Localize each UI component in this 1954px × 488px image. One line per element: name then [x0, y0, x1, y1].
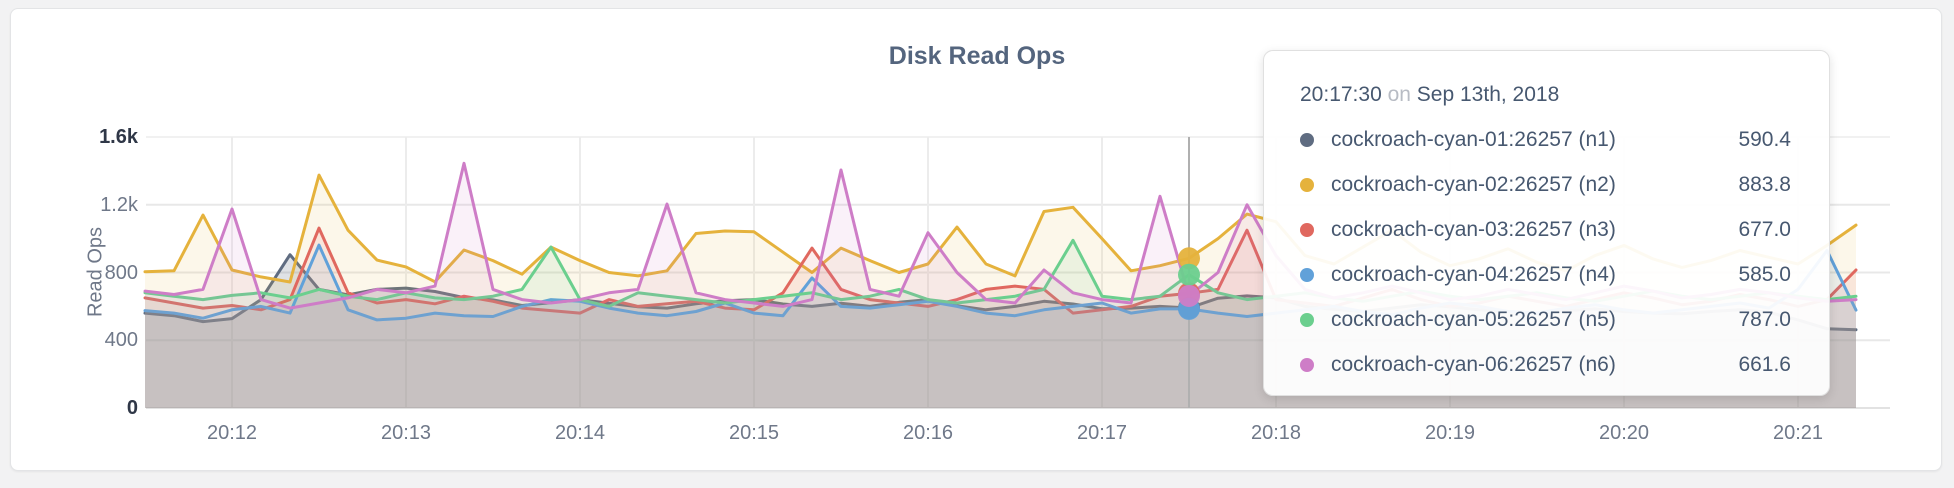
tooltip-series-row: cockroach-cyan-02:26257 (n2) 883.8 [1300, 162, 1791, 207]
series-dot-icon [1300, 357, 1314, 372]
x-tick-label: 20:19 [1424, 422, 1476, 444]
y-tick-label: 400 [104, 329, 138, 352]
hover-dot-n5 [1178, 263, 1200, 286]
tooltip-series-name: cockroach-cyan-05:26257 (n5) [1331, 307, 1616, 331]
series-dot-icon [1300, 132, 1314, 147]
x-tick-label: 20:15 [728, 422, 780, 444]
tooltip-time: 20:17:30 [1300, 83, 1382, 106]
series-dot-icon [1300, 312, 1314, 327]
x-tick-label: 20:18 [1250, 422, 1302, 444]
series-dot-icon [1300, 267, 1314, 282]
x-tick-label: 20:12 [206, 422, 258, 444]
tooltip-series-row: cockroach-cyan-06:26257 (n6) 661.6 [1300, 342, 1791, 387]
hover-dot-n2 [1178, 247, 1200, 270]
tooltip-series-name: cockroach-cyan-06:26257 (n6) [1331, 352, 1616, 376]
tooltip-series-name: cockroach-cyan-04:26257 (n4) [1331, 262, 1616, 286]
tooltip-series-value: 677.0 [1738, 217, 1791, 241]
y-tick-label: 1.6k [99, 126, 138, 148]
tooltip-series-row: cockroach-cyan-01:26257 (n1) 590.4 [1300, 117, 1791, 162]
series-dot-icon [1300, 177, 1314, 192]
tooltip-header: 20:17:30 on Sep 13th, 2018 [1300, 83, 1791, 107]
x-tick-label: 20:20 [1598, 422, 1650, 444]
x-tick-label: 20:13 [380, 422, 432, 444]
chart-tooltip: 20:17:30 on Sep 13th, 2018 cockroach-cya… [1263, 50, 1830, 396]
tooltip-series-name: cockroach-cyan-02:26257 (n2) [1331, 172, 1616, 196]
y-tick-label: 800 [104, 261, 138, 284]
x-tick-label: 20:14 [554, 422, 606, 444]
y-tick-label: 0 [126, 397, 138, 419]
tooltip-rows: cockroach-cyan-01:26257 (n1) 590.4 cockroa… [1300, 117, 1791, 387]
y-tick-label: 1.2k [100, 193, 138, 216]
tooltip-series-value: 883.8 [1738, 172, 1791, 196]
x-tick-label: 20:21 [1772, 422, 1824, 444]
tooltip-series-value: 590.4 [1738, 127, 1791, 151]
tooltip-series-row: cockroach-cyan-05:26257 (n5) 787.0 [1300, 297, 1791, 342]
chart-title: Disk Read Ops [888, 42, 1066, 70]
hover-dot-n6 [1178, 284, 1200, 307]
tooltip-connector: on [1387, 83, 1411, 106]
tooltip-series-row: cockroach-cyan-04:26257 (n4) 585.0 [1300, 252, 1791, 297]
tooltip-series-name: cockroach-cyan-03:26257 (n3) [1331, 217, 1616, 241]
tooltip-series-row: cockroach-cyan-03:26257 (n3) 677.0 [1300, 207, 1791, 252]
series-dot-icon [1300, 222, 1314, 237]
tooltip-date: Sep 13th, 2018 [1416, 83, 1560, 106]
tooltip-series-value: 787.0 [1738, 307, 1791, 331]
x-tick-label: 20:17 [1076, 422, 1128, 444]
tooltip-series-value: 661.6 [1738, 352, 1791, 376]
tooltip-series-value: 585.0 [1738, 262, 1791, 286]
x-tick-label: 20:16 [902, 422, 954, 444]
tooltip-series-name: cockroach-cyan-01:26257 (n1) [1331, 127, 1616, 151]
